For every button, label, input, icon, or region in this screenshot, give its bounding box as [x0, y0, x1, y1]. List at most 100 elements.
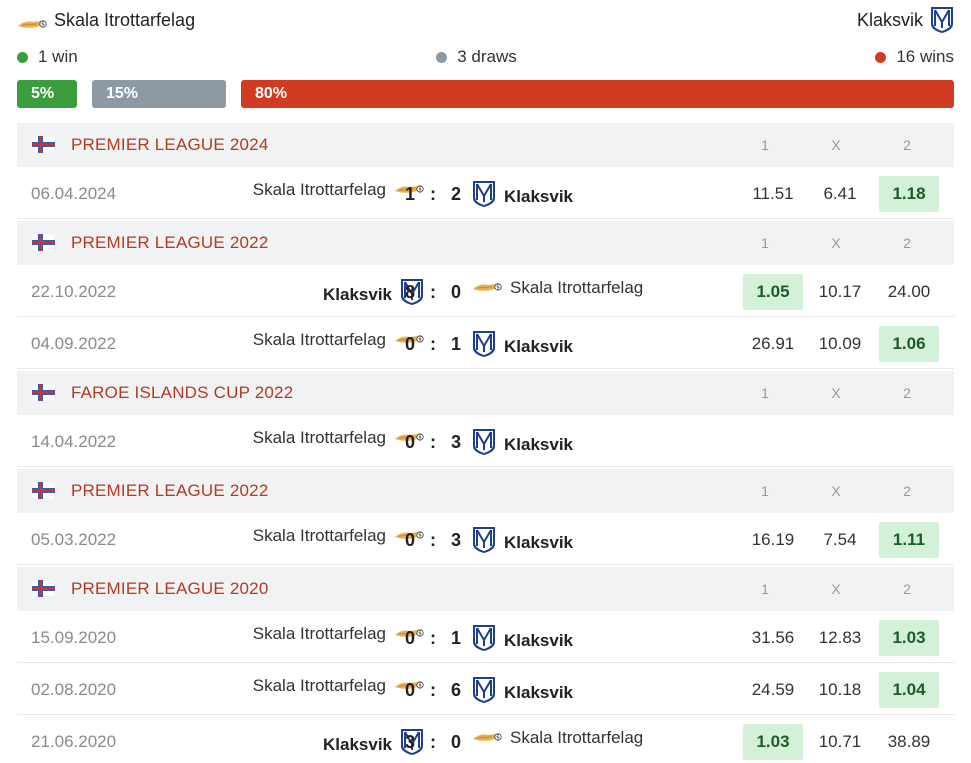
- home-team-name[interactable]: Skala Itrottarfelag: [252, 624, 386, 643]
- home-team-name[interactable]: Skala Itrottarfelag: [252, 180, 386, 199]
- home-team[interactable]: Skala Itrottarfelag: [253, 428, 424, 448]
- odd-draw[interactable]: 10.71: [818, 732, 862, 751]
- home-team[interactable]: Klaksvik: [323, 728, 424, 761]
- away-team-name[interactable]: Klaksvik: [504, 336, 573, 356]
- odd-draw[interactable]: 12.83: [818, 628, 862, 647]
- home-team-name[interactable]: Skala Itrottarfelag: [54, 9, 196, 30]
- odds-header-1: 1: [761, 483, 769, 499]
- odd-away[interactable]: 1.04: [879, 672, 939, 708]
- match-row[interactable]: 15.09.2020 Skala Itrottarfelag 0:1 Klaksvik…: [17, 613, 954, 663]
- draws-legend: 3 draws: [436, 47, 517, 67]
- home-team[interactable]: Skala Itrottarfelag: [253, 180, 424, 200]
- away-team[interactable]: Klaksvik: [472, 180, 573, 213]
- away-team-name[interactable]: Klaksvik: [504, 532, 573, 552]
- odd-away[interactable]: 24.00: [887, 282, 931, 301]
- league-name[interactable]: PREMIER LEAGUE 2024: [71, 135, 269, 154]
- league-header[interactable]: PREMIER LEAGUE 2020 1 X 2: [17, 567, 954, 611]
- home-team[interactable]: Skala Itrottarfelag: [253, 526, 424, 546]
- home-team[interactable]: Skala Itrottarfelag: [253, 330, 424, 350]
- odd-away[interactable]: 1.03: [879, 620, 939, 656]
- odd-home[interactable]: 16.19: [751, 530, 795, 549]
- league-header[interactable]: PREMIER LEAGUE 2022 1 X 2: [17, 469, 954, 513]
- match-row[interactable]: 06.04.2024 Skala Itrottarfelag 1:2 Klaksvik…: [17, 169, 954, 219]
- home-team-header[interactable]: Skala Itrottarfelag: [17, 10, 195, 31]
- away-score: 1: [450, 628, 461, 648]
- league-header[interactable]: FAROE ISLANDS CUP 2022 1 X 2: [17, 371, 954, 415]
- odd-home[interactable]: 11.51: [752, 184, 794, 203]
- away-team-name[interactable]: Skala Itrottarfelag: [510, 728, 644, 747]
- odd-draw[interactable]: 10.09: [818, 334, 862, 353]
- match-row[interactable]: 02.08.2020 Skala Itrottarfelag 0:6 Klaksvik…: [17, 665, 954, 715]
- league-header[interactable]: PREMIER LEAGUE 2024 1 X 2: [17, 123, 954, 167]
- home-team-name[interactable]: Klaksvik: [323, 734, 392, 754]
- odd-draw[interactable]: 10.18: [818, 680, 862, 699]
- home-team-name[interactable]: Skala Itrottarfelag: [252, 676, 386, 695]
- away-team-name[interactable]: Klaksvik: [504, 186, 573, 206]
- away-score: 2: [450, 184, 461, 204]
- match-score[interactable]: 0:1: [405, 334, 461, 355]
- away-team[interactable]: Klaksvik: [472, 676, 573, 709]
- away-score: 3: [450, 432, 461, 452]
- away-wins-legend: 16 wins: [875, 47, 954, 67]
- away-team-header[interactable]: Klaksvik: [857, 6, 954, 34]
- away-team-name[interactable]: Klaksvik: [504, 630, 573, 650]
- odd-away[interactable]: 1.06: [879, 326, 939, 362]
- odd-away[interactable]: 1.11: [879, 522, 939, 558]
- away-team-name[interactable]: Klaksvik: [504, 682, 573, 702]
- match-row[interactable]: 21.06.2020 Klaksvik 3:0 Skala Itrottarfelag…: [17, 717, 954, 763]
- home-score: 0: [405, 680, 416, 700]
- match-score[interactable]: 3:0: [405, 732, 461, 753]
- away-team[interactable]: Skala Itrottarfelag: [472, 278, 643, 298]
- away-team[interactable]: Skala Itrottarfelag: [472, 728, 643, 748]
- match-score[interactable]: 0:3: [405, 432, 461, 453]
- odd-draw[interactable]: 7.54: [823, 530, 857, 549]
- odd-home[interactable]: 1.03: [743, 724, 803, 760]
- league-name[interactable]: FAROE ISLANDS CUP 2022: [71, 383, 294, 402]
- odd-draw[interactable]: 10.17: [818, 282, 862, 301]
- h2h-header: Skala Itrottarfelag Klaksvik: [17, 4, 954, 36]
- score-separator: :: [430, 628, 436, 648]
- score-separator: :: [430, 530, 436, 550]
- away-team-name[interactable]: Skala Itrottarfelag: [510, 278, 644, 297]
- odds-header-x: X: [831, 385, 841, 401]
- match-row[interactable]: 05.03.2022 Skala Itrottarfelag 0:3 Klaksvik…: [17, 515, 954, 565]
- match-row[interactable]: 14.04.2022 Skala Itrottarfelag 0:3 Klaksvik: [17, 417, 954, 467]
- match-score[interactable]: 0:1: [405, 628, 461, 649]
- match-row[interactable]: 22.10.2022 Klaksvik 8:0 Skala Itrottarfelag…: [17, 267, 954, 317]
- home-team[interactable]: Skala Itrottarfelag: [253, 676, 424, 696]
- match-row[interactable]: 04.09.2022 Skala Itrottarfelag 0:1 Klaksvik…: [17, 319, 954, 369]
- match-score[interactable]: 1:2: [405, 184, 461, 205]
- match-score[interactable]: 8:0: [405, 282, 461, 303]
- home-team[interactable]: Skala Itrottarfelag: [253, 624, 424, 644]
- home-wins-bar: 5%: [17, 80, 77, 108]
- match-score[interactable]: 0:3: [405, 530, 461, 551]
- away-team-name[interactable]: Klaksvik: [504, 434, 573, 454]
- league-name[interactable]: PREMIER LEAGUE 2022: [71, 233, 269, 252]
- match-date: 21.06.2020: [31, 732, 117, 751]
- match-date: 05.03.2022: [31, 530, 117, 549]
- away-team-name[interactable]: Klaksvik: [856, 9, 923, 30]
- odds-header-1: 1: [761, 235, 769, 251]
- away-team[interactable]: Klaksvik: [472, 330, 573, 363]
- odd-away[interactable]: 1.18: [879, 176, 939, 212]
- odd-home[interactable]: 31.56: [751, 628, 795, 647]
- odd-draw[interactable]: 6.41: [823, 184, 857, 203]
- home-team-name[interactable]: Skala Itrottarfelag: [252, 526, 386, 545]
- home-team-name[interactable]: Skala Itrottarfelag: [252, 428, 386, 447]
- odd-away[interactable]: 38.89: [887, 732, 931, 751]
- match-score[interactable]: 0:6: [405, 680, 461, 701]
- home-team-name[interactable]: Skala Itrottarfelag: [252, 330, 386, 349]
- away-score: 0: [450, 282, 461, 302]
- away-team[interactable]: Klaksvik: [472, 428, 573, 461]
- league-name[interactable]: PREMIER LEAGUE 2020: [71, 579, 269, 598]
- odd-home[interactable]: 24.59: [751, 680, 795, 699]
- home-score: 0: [405, 334, 416, 354]
- away-team[interactable]: Klaksvik: [472, 624, 573, 657]
- away-team[interactable]: Klaksvik: [472, 526, 573, 559]
- home-team[interactable]: Klaksvik: [323, 278, 424, 311]
- league-header[interactable]: PREMIER LEAGUE 2022 1 X 2: [17, 221, 954, 265]
- home-team-name[interactable]: Klaksvik: [323, 284, 392, 304]
- league-name[interactable]: PREMIER LEAGUE 2022: [71, 481, 269, 500]
- odd-home[interactable]: 26.91: [751, 334, 795, 353]
- odd-home[interactable]: 1.05: [743, 274, 803, 310]
